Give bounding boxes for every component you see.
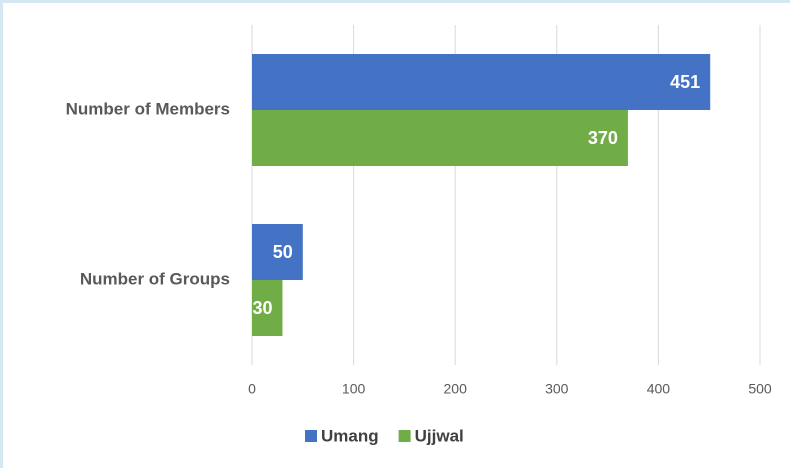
x-tick-label: 400	[647, 381, 671, 397]
x-tick-label: 0	[248, 381, 256, 397]
category-label: Number of Groups	[80, 269, 230, 288]
bar	[252, 224, 303, 280]
bar	[252, 110, 628, 166]
bar	[252, 54, 711, 110]
data-label: 451	[670, 72, 700, 92]
legend-swatch	[305, 430, 317, 442]
legend-swatch	[398, 430, 411, 442]
x-tick-label: 200	[444, 381, 468, 397]
legend-label: Umang	[321, 426, 379, 445]
x-tick-label: 300	[545, 381, 569, 397]
data-label: 30	[252, 298, 272, 318]
data-label: 370	[588, 128, 618, 148]
category-label: Number of Members	[66, 99, 230, 118]
x-tick-label: 500	[748, 381, 772, 397]
bar	[252, 280, 283, 336]
x-tick-label: 100	[342, 381, 366, 397]
data-label: 50	[273, 242, 293, 262]
legend-label: Ujjwal	[415, 426, 464, 445]
